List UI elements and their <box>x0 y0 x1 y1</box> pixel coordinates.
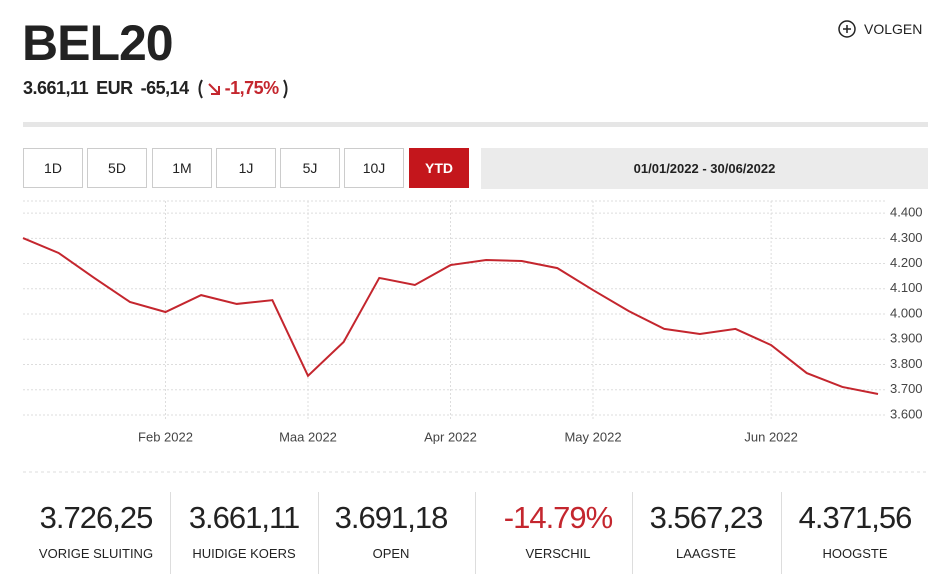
y-tick-label: 4.100 <box>890 280 923 295</box>
stat-value: 3.567,23 <box>649 500 764 535</box>
y-tick-label: 3.600 <box>890 406 923 421</box>
stat-separator <box>317 492 319 574</box>
change-pct: -1,75% <box>224 78 280 98</box>
y-tick-label: 4.400 <box>890 205 923 220</box>
y-tick-label: 3.900 <box>890 331 923 346</box>
x-tick-label: Jun 2022 <box>744 429 798 444</box>
quote: 3.661,11 EUR -65,14 -1,75% <box>23 78 289 99</box>
stat-separator <box>474 492 476 574</box>
range-button[interactable]: 5J <box>280 148 340 188</box>
index-title: BEL20 <box>22 15 174 71</box>
stat-label: LAAGSTE <box>676 546 736 561</box>
stat-label: HOOGSTE <box>822 546 888 561</box>
currency: EUR <box>96 78 133 98</box>
stat-value: 3.691,18 <box>334 500 449 535</box>
price-line <box>22 237 879 395</box>
separator <box>23 122 928 127</box>
price: 3.661,11 <box>23 78 89 98</box>
stat-value: 3.726,25 <box>39 500 154 535</box>
stat-label: VORIGE SLUITING <box>38 546 154 561</box>
stat: 3.726,25 VORIGE SLUITING <box>22 500 170 561</box>
stat-separator <box>780 492 782 574</box>
follow-button[interactable]: VOLGEN <box>838 20 922 38</box>
range-button[interactable]: 1M <box>152 148 212 188</box>
stat-value: 3.661,11 <box>188 500 300 535</box>
stat-label: VERSCHIL <box>525 546 591 561</box>
down-arrow <box>207 82 220 95</box>
paren <box>198 79 203 98</box>
paren <box>282 79 288 98</box>
stat: 3.691,18 OPEN <box>317 500 465 561</box>
range-button[interactable]: YTD <box>409 148 469 188</box>
stat: 4.371,56 HOOGSTE <box>781 500 929 561</box>
range-button[interactable]: 5D <box>87 148 147 188</box>
y-tick-label: 4.200 <box>890 255 923 270</box>
stat-value: -14.79% <box>503 500 613 535</box>
stat: 3.567,23 LAAGSTE <box>632 500 780 561</box>
y-tick-label: 4.300 <box>890 230 923 245</box>
y-tick-label: 3.700 <box>890 381 923 396</box>
follow-label: VOLGEN <box>864 21 923 37</box>
stat: 3.661,11 HUIDIGE KOERS <box>170 500 318 561</box>
change-pct-group: -1,75% <box>197 78 289 99</box>
range-button[interactable]: 1J <box>216 148 276 188</box>
stat-label: HUIDIGE KOERS <box>192 546 296 561</box>
date-range[interactable]: 01/01/2022 - 30/06/2022 <box>481 148 928 189</box>
x-tick-label: Maa 2022 <box>279 429 337 444</box>
y-tick-label: 4.000 <box>890 305 923 320</box>
y-tick-label: 3.800 <box>890 356 923 371</box>
x-tick-label: Feb 2022 <box>138 429 193 444</box>
stat-value: 4.371,56 <box>798 500 913 535</box>
x-tick-label: May 2022 <box>564 429 621 444</box>
stat-label: OPEN <box>372 546 410 561</box>
change: -65,14 <box>140 78 190 98</box>
stat-separator <box>170 492 171 574</box>
x-tick-label: Apr 2022 <box>424 429 477 444</box>
plus-icon <box>838 20 856 38</box>
range-button[interactable]: 1D <box>23 148 83 188</box>
stat-separator <box>632 492 633 574</box>
stat: -14.79% VERSCHIL <box>484 500 632 561</box>
range-button[interactable]: 10J <box>344 148 404 188</box>
